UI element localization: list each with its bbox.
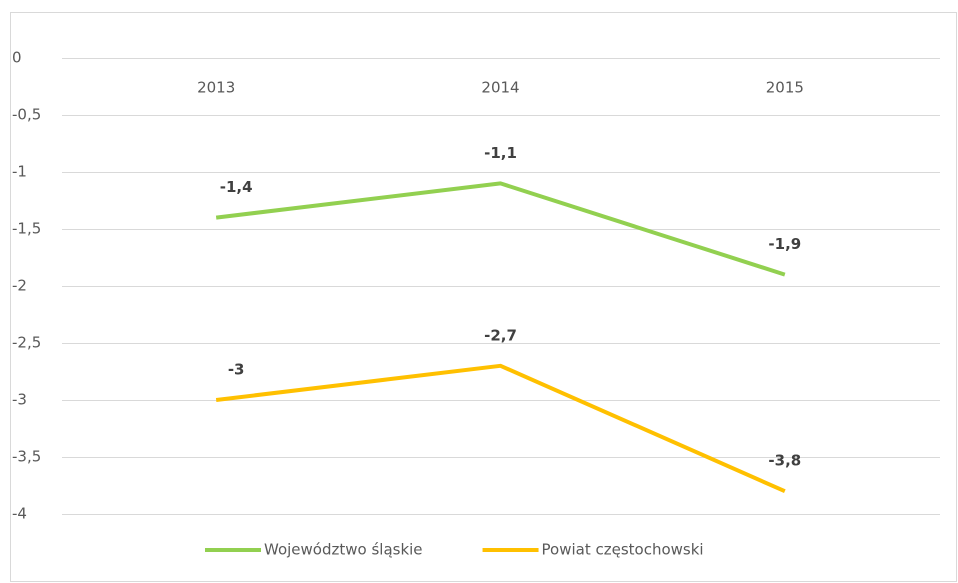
chart-border [10, 12, 957, 582]
series-line [215, 181, 786, 277]
data-label: -1,4 [220, 178, 253, 196]
x-tick-label: 2013 [197, 79, 235, 97]
y-tick-label: -0,5 [12, 106, 41, 124]
y-tick-label: -1,5 [12, 220, 41, 238]
y-tick-label: -4 [12, 505, 27, 523]
legend-label: Powiat częstochowski [542, 541, 704, 559]
y-tick-label: -1 [12, 163, 27, 181]
y-tick-label: -3 [12, 391, 27, 409]
series-line [215, 363, 786, 494]
x-tick-label: 2014 [481, 79, 519, 97]
data-label: -3 [228, 361, 245, 379]
x-tick-label: 2015 [766, 79, 804, 97]
y-tick-label: -2,5 [12, 334, 41, 352]
y-tick-label: -2 [12, 277, 27, 295]
data-label: -1,9 [768, 235, 801, 253]
data-label: -3,8 [768, 452, 801, 470]
y-tick-label: 0 [12, 49, 22, 67]
data-label: -1,1 [484, 144, 517, 162]
y-tick-label: -3,5 [12, 448, 41, 466]
legend-label: Województwo śląskie [264, 541, 423, 559]
data-label: -2,7 [484, 326, 517, 344]
